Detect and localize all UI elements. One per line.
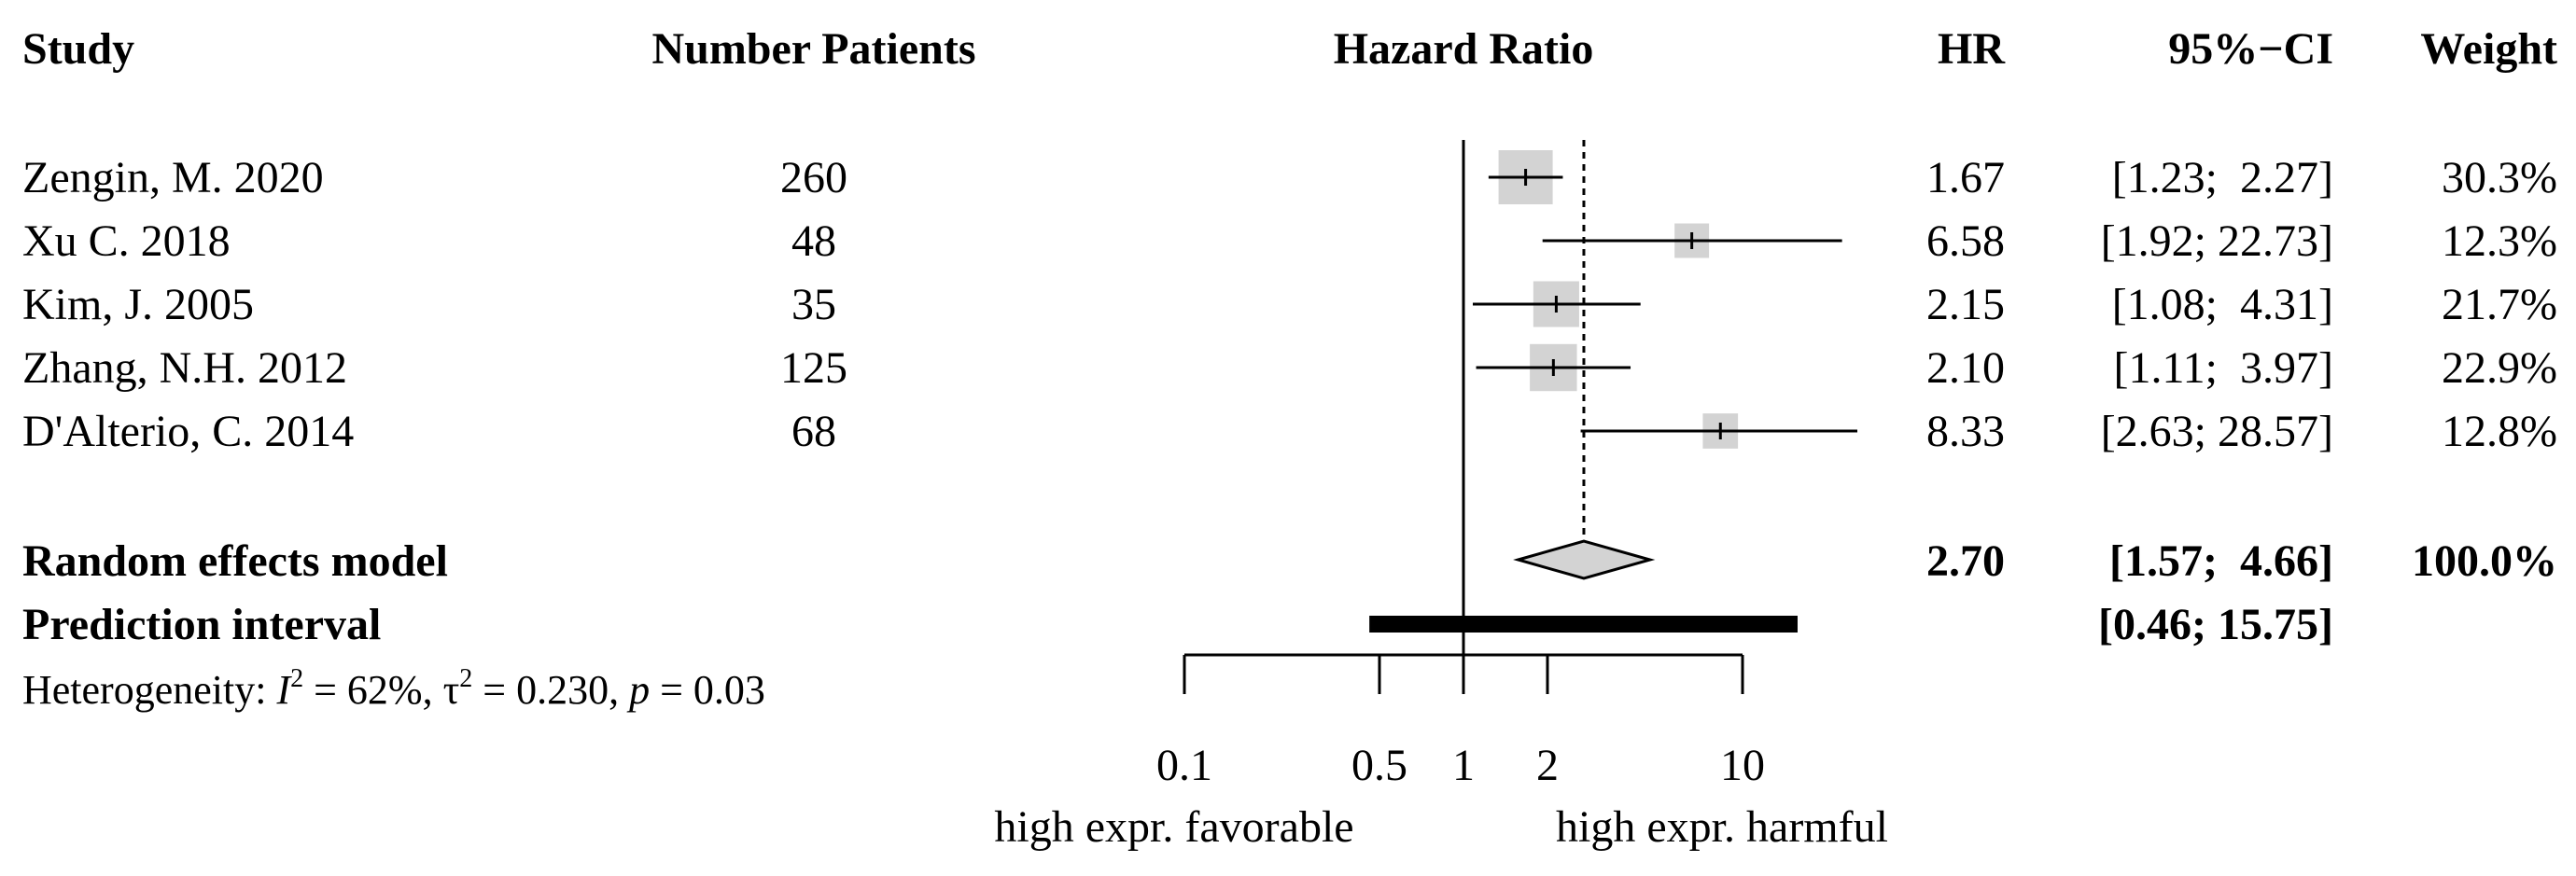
study-weight: 12.3% — [2442, 216, 2557, 266]
header-ci: 95%−CI — [2168, 24, 2333, 74]
het-p-value: = 0.03 — [650, 667, 765, 713]
study-row-1: Xu C. 2018 48 6.58 [1.92; 22.73] 12.3% — [22, 216, 2557, 266]
x-tick-label: 0.1 — [1156, 741, 1212, 790]
x-tick-label: 2 — [1536, 741, 1559, 790]
study-name: Zengin, M. 2020 — [22, 153, 324, 202]
study-patients: 35 — [791, 280, 836, 329]
het-tau-symbol: τ — [443, 667, 460, 713]
study-weight: 30.3% — [2442, 153, 2557, 202]
prediction-interval-ci: [0.46; 15.75] — [2098, 600, 2333, 649]
header-hr: HR — [1938, 24, 2006, 74]
het-p-symbol: p — [626, 667, 650, 713]
study-name: Xu C. 2018 — [22, 216, 231, 266]
axis-label-favorable: high expr. favorable — [994, 802, 1353, 852]
het-i2-sup: 2 — [290, 664, 303, 693]
header-patients: Number Patients — [651, 24, 975, 74]
heterogeneity-text: Heterogeneity: I2 = 62%, τ2 = 0.230, p =… — [22, 664, 765, 713]
random-effects-weight: 100.0% — [2412, 536, 2557, 586]
study-weight: 12.8% — [2442, 407, 2557, 456]
study-row-4: D'Alterio, C. 2014 68 8.33 [2.63; 28.57]… — [22, 407, 2557, 456]
study-weight: 21.7% — [2442, 280, 2557, 329]
study-name: Zhang, N.H. 2012 — [22, 343, 347, 393]
study-ci: [1.11; 3.97] — [2113, 343, 2333, 393]
random-effects-label: Random effects model — [22, 536, 448, 586]
study-ci: [2.63; 28.57] — [2101, 407, 2333, 456]
header-study: Study — [22, 24, 134, 74]
study-patients: 48 — [791, 216, 836, 266]
study-row-3: Zhang, N.H. 2012 125 2.10 [1.11; 3.97] 2… — [22, 343, 2557, 393]
x-tick-label: 10 — [1720, 741, 1765, 790]
het-i2-symbol: I — [275, 667, 292, 713]
random-effects-ci: [1.57; 4.66] — [2109, 536, 2333, 586]
axis-label-harmful: high expr. harmful — [1556, 802, 1888, 852]
study-weight: 22.9% — [2442, 343, 2557, 393]
study-patients: 68 — [791, 407, 836, 456]
study-name: D'Alterio, C. 2014 — [22, 407, 354, 456]
het-i2-value: = 62%, — [303, 667, 442, 713]
x-tick-label: 1 — [1452, 741, 1475, 790]
prediction-interval-label: Prediction interval — [22, 600, 381, 649]
study-hr: 2.15 — [1926, 280, 2005, 329]
x-tick-label: 0.5 — [1351, 741, 1407, 790]
prediction-interval-row: Prediction interval [0.46; 15.75] — [22, 600, 2333, 649]
random-effects-diamond — [1513, 539, 1656, 580]
random-effects-row: Random effects model 2.70 [1.57; 4.66] 1… — [22, 536, 2557, 586]
het-tau-sup: 2 — [459, 664, 472, 693]
header-weight: Weight — [2420, 24, 2557, 74]
study-hr: 2.10 — [1926, 343, 2005, 393]
study-patients: 125 — [780, 343, 847, 393]
study-ci: [1.08; 4.31] — [2112, 280, 2333, 329]
study-name: Kim, J. 2005 — [22, 280, 254, 329]
study-row-2: Kim, J. 2005 35 2.15 [1.08; 4.31] 21.7% — [22, 280, 2557, 329]
study-row-0: Zengin, M. 2020 260 1.67 [1.23; 2.27] 30… — [22, 153, 2557, 202]
study-ci: [1.92; 22.73] — [2101, 216, 2333, 266]
header-plot: Hazard Ratio — [1334, 24, 1594, 74]
study-hr: 6.58 — [1926, 216, 2005, 266]
study-hr: 1.67 — [1926, 153, 2005, 202]
random-effects-hr: 2.70 — [1926, 536, 2005, 586]
het-tau-value: = 0.230, — [472, 667, 629, 713]
study-ci: [1.23; 2.27] — [2112, 153, 2333, 202]
study-hr: 8.33 — [1926, 407, 2005, 456]
prediction-interval-bar — [1369, 616, 1798, 633]
het-prefix: Heterogeneity: — [22, 667, 276, 713]
study-patients: 260 — [780, 153, 847, 202]
